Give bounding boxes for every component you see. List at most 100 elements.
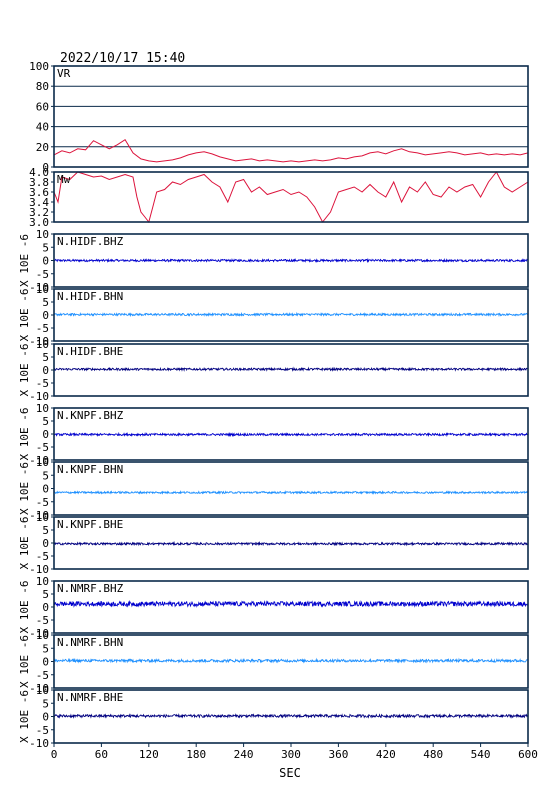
y-tick-label: 5	[42, 642, 49, 655]
series-line-nmrf_bhz	[53, 599, 529, 608]
panel-label: N.NMRF.BHN	[57, 636, 123, 649]
y-tick-label: 10	[36, 511, 49, 524]
y-tick-label: 80	[36, 80, 49, 93]
x-tick-label: 180	[186, 748, 206, 761]
x-tick-label: 0	[51, 748, 58, 761]
y-axis-label: X 10E -6	[18, 344, 31, 397]
y-axis-label: X 10E -6	[18, 635, 31, 688]
y-tick-label: -10	[29, 509, 49, 522]
x-tick-label: 600	[518, 748, 538, 761]
y-tick-label: -10	[29, 563, 49, 576]
y-tick-label: -10	[29, 737, 49, 750]
series-line-nmrf_bhn	[53, 657, 529, 664]
y-tick-label: 3.0	[29, 216, 49, 229]
x-axis-label: SEC	[279, 766, 301, 780]
panel-frame	[53, 171, 529, 223]
y-tick-label: -10	[29, 335, 49, 348]
panel-label: N.KNPF.BHZ	[57, 409, 124, 422]
y-tick-label: -10	[29, 627, 49, 640]
x-tick-label: 420	[376, 748, 396, 761]
y-axis-label: X 10E -6	[18, 289, 31, 342]
y-tick-label: 3.6	[29, 186, 49, 199]
y-tick-label: -5	[36, 496, 49, 509]
y-tick-label: 10	[36, 684, 49, 697]
y-tick-label: -10	[29, 390, 49, 403]
panel-label: VR	[57, 67, 71, 80]
timestamp-label: 2022/10/17 15:40	[60, 51, 185, 66]
x-tick-label: 240	[234, 748, 254, 761]
y-tick-label: 0	[42, 364, 49, 377]
y-tick-label: -10	[29, 454, 49, 467]
series-line-knpf_bhn	[53, 490, 529, 495]
panel-label: N.NMRF.BHZ	[57, 582, 124, 595]
y-tick-label: 3.4	[29, 196, 49, 209]
y-tick-label: 10	[36, 629, 49, 642]
y-tick-label: -5	[36, 614, 49, 627]
y-tick-label: 5	[42, 241, 49, 254]
x-tick-label: 540	[471, 748, 491, 761]
series-line-nmrf_bhe	[53, 713, 529, 719]
y-tick-label: -5	[36, 377, 49, 390]
y-tick-label: -5	[36, 441, 49, 454]
panel-label: N.HIDF.BHE	[57, 345, 123, 358]
y-tick-label: 3.2	[29, 206, 49, 219]
x-tick-label: 300	[281, 748, 301, 761]
panel-label: N.KNPF.BHN	[57, 463, 123, 476]
series-line-mw	[53, 171, 529, 224]
panel-frame	[53, 461, 529, 516]
series-line-knpf_bhe	[53, 540, 529, 547]
panel-frame	[53, 65, 529, 168]
y-tick-label: 5	[42, 469, 49, 482]
y-tick-label: 3.8	[29, 176, 49, 189]
y-tick-label: 40	[36, 121, 49, 134]
series-line-vr	[53, 138, 529, 163]
y-axis-label: X 10E -6	[18, 408, 31, 461]
y-tick-label: 100	[29, 60, 49, 73]
y-tick-label: 10	[36, 338, 49, 351]
y-tick-label: -10	[29, 281, 49, 294]
y-tick-label: 0	[42, 161, 49, 174]
panel-label: N.KNPF.BHE	[57, 518, 123, 531]
x-tick-label: 360	[328, 748, 348, 761]
y-tick-label: 5	[42, 296, 49, 309]
panel-mw: Mw 3.03.23.43.63.84.0	[29, 166, 529, 229]
y-tick-label: 5	[42, 524, 49, 537]
panel-vr: VR 0 20 40 60 80 100	[29, 60, 529, 174]
y-tick-label: -5	[36, 268, 49, 281]
panels-group: VR020406080100Mw3.03.23.43.63.84.0N.HIDF…	[18, 60, 529, 750]
y-tick-label: 0	[42, 537, 49, 550]
panel-label: Mw	[57, 173, 71, 186]
panel-label: N.HIDF.BHN	[57, 290, 123, 303]
y-tick-label: 5	[42, 351, 49, 364]
y-tick-label: 0	[42, 255, 49, 268]
y-tick-label: 5	[42, 588, 49, 601]
y-axis-label: X 10E -6	[18, 234, 31, 287]
y-tick-label: -5	[36, 724, 49, 737]
y-axis-label: X 10E -6	[18, 517, 31, 570]
y-tick-label: 0	[42, 309, 49, 322]
panel-knpf_bhz: N.KNPF.BHZ -10-505 10 X 10E -6	[18, 402, 529, 467]
y-tick-label: 0	[42, 483, 49, 496]
y-tick-label: 20	[36, 141, 49, 154]
y-tick-label: 10	[36, 228, 49, 241]
y-axis-label: X 10E -6	[18, 462, 31, 515]
series-line-hidf_bhe	[53, 366, 529, 372]
y-tick-label: 0	[42, 428, 49, 441]
y-tick-label: 5	[42, 415, 49, 428]
y-tick-label: -5	[36, 322, 49, 335]
y-tick-label: 4.0	[29, 166, 49, 179]
panel-label: N.HIDF.BHZ	[57, 235, 124, 248]
y-tick-label: 10	[36, 456, 49, 469]
y-tick-label: 0	[42, 656, 49, 669]
y-tick-label: 60	[36, 100, 49, 113]
panel-frame	[53, 580, 529, 634]
series-line-knpf_bhz	[53, 431, 529, 438]
series-line-hidf_bhn	[53, 311, 529, 318]
